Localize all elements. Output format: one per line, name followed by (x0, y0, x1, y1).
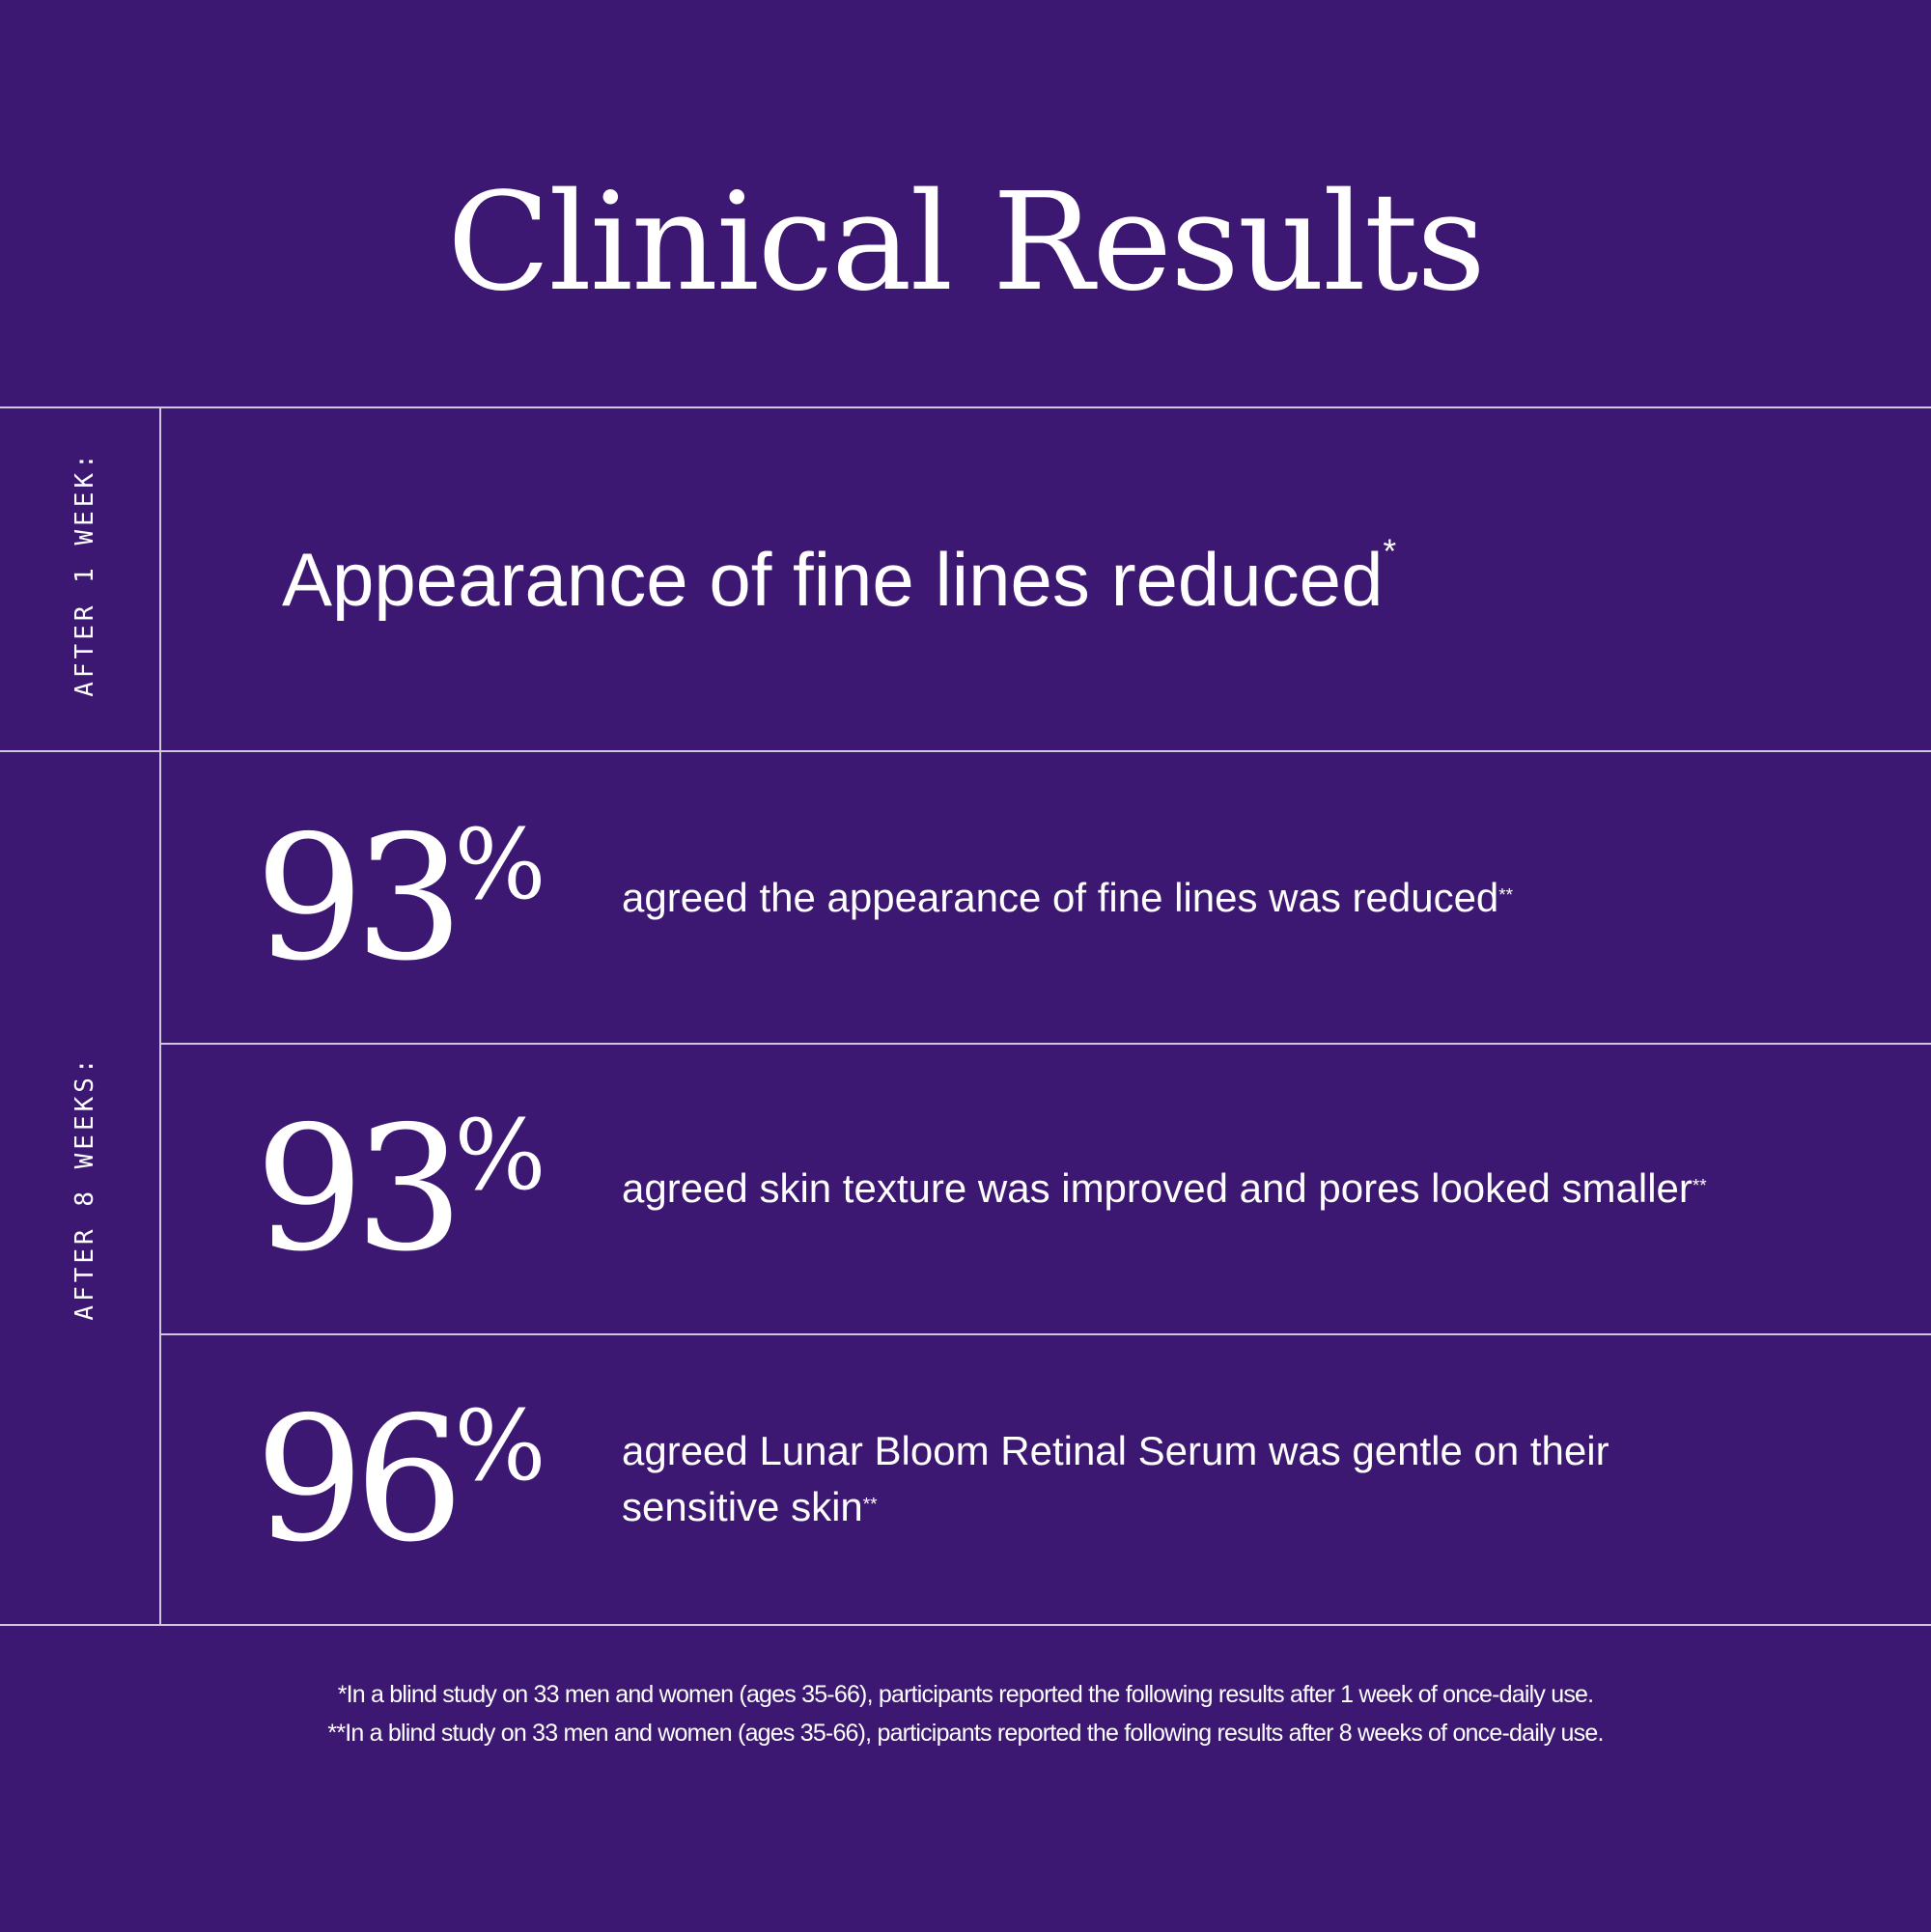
stat-value: 96% (255, 1379, 546, 1580)
stat-row: 93% agreed skin texture was improved and… (255, 1089, 1707, 1289)
footnotes: *In a blind study on 33 men and women (a… (0, 1675, 1931, 1752)
page-title: Clinical Results (447, 164, 1486, 322)
divider (0, 750, 1931, 752)
section-label-week-8: AFTER 8 WEEKS: (70, 1054, 99, 1321)
section-label-week-1: AFTER 1 WEEK: (70, 450, 99, 697)
stat-description: agreed the appearance of fine lines was … (622, 875, 1513, 920)
divider (159, 1333, 1931, 1335)
stat-row: 93% agreed the appearance of fine lines … (255, 798, 1513, 998)
divider (0, 1624, 1931, 1626)
stat-value: 93% (255, 798, 546, 998)
stat-description: agreed Lunar Bloom Retinal Serum was gen… (622, 1428, 1609, 1529)
stat-description: agreed skin texture was improved and por… (622, 1165, 1707, 1211)
stat-row: 96% agreed Lunar Bloom Retinal Serum was… (255, 1380, 1742, 1580)
divider (0, 406, 1931, 408)
stat-value: 93% (255, 1088, 546, 1289)
divider (159, 1043, 1931, 1045)
column-divider (159, 406, 161, 1624)
footnote: **In a blind study on 33 men and women (… (327, 1720, 1604, 1747)
week-1-headline: Appearance of fine lines reduced* (282, 532, 1397, 623)
footnote: *In a blind study on 33 men and women (a… (337, 1681, 1594, 1708)
